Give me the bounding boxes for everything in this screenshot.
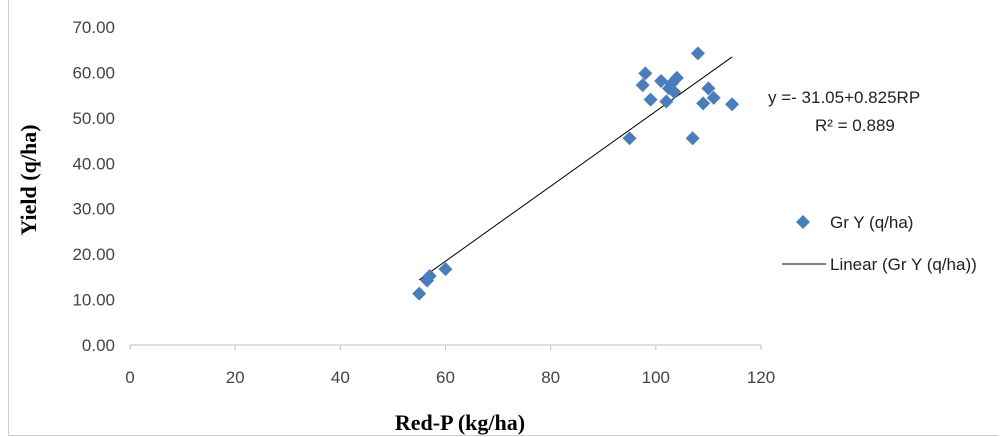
- trendline: [418, 56, 733, 281]
- y-axis-ticks: 0.00 10.00 20.00 30.00 40.00 50.00 60.00 70.00: [72, 18, 115, 355]
- data-point: [696, 96, 711, 111]
- data-point: [706, 90, 721, 105]
- data-point: [685, 131, 700, 146]
- data-point: [690, 46, 705, 61]
- y-tick-label: 60.00: [72, 63, 115, 82]
- data-points: [412, 46, 740, 301]
- legend-label-series: Gr Y (q/ha): [830, 213, 913, 232]
- data-point: [635, 78, 650, 93]
- trendline-equation: y =- 31.05+0.825RP: [768, 88, 920, 107]
- data-point: [654, 74, 669, 89]
- data-point: [669, 70, 684, 85]
- y-tick-label: 40.00: [72, 154, 115, 173]
- legend-diamond-marker: [796, 215, 810, 229]
- data-point: [725, 97, 740, 112]
- data-point: [667, 84, 682, 99]
- x-tick-label: 100: [642, 368, 670, 387]
- y-tick-label: 0.00: [82, 336, 115, 355]
- data-point: [659, 94, 674, 109]
- y-tick-label: 50.00: [72, 109, 115, 128]
- y-tick-label: 70.00: [72, 18, 115, 37]
- y-tick-label: 20.00: [72, 245, 115, 264]
- data-point: [643, 92, 658, 107]
- x-tick-label: 40: [331, 368, 350, 387]
- legend-label-linear: Linear (Gr Y (q/ha)): [830, 255, 977, 274]
- data-point: [438, 262, 453, 277]
- x-tick-label: 20: [226, 368, 245, 387]
- chart-frame: [8, 0, 998, 436]
- data-point: [638, 66, 653, 81]
- y-tick-label: 30.00: [72, 200, 115, 219]
- y-tick-label: 10.00: [72, 291, 115, 310]
- data-point: [622, 131, 637, 146]
- x-axis-title: Red-P (kg/ha): [395, 410, 525, 435]
- data-point: [412, 286, 427, 301]
- x-tick-label: 60: [436, 368, 455, 387]
- r-squared-label: R² = 0.889: [815, 116, 895, 135]
- legend: Gr Y (q/ha) Linear (Gr Y (q/ha)): [782, 213, 977, 274]
- y-axis-title: Yield (q/ha): [16, 124, 41, 235]
- data-point: [422, 268, 437, 283]
- data-point: [701, 81, 716, 96]
- x-tick-label: 80: [541, 368, 560, 387]
- x-axis-ticks: 0 20 40 60 80 100 120: [125, 345, 775, 387]
- x-tick-label: 0: [125, 368, 134, 387]
- x-tick-label: 120: [747, 368, 775, 387]
